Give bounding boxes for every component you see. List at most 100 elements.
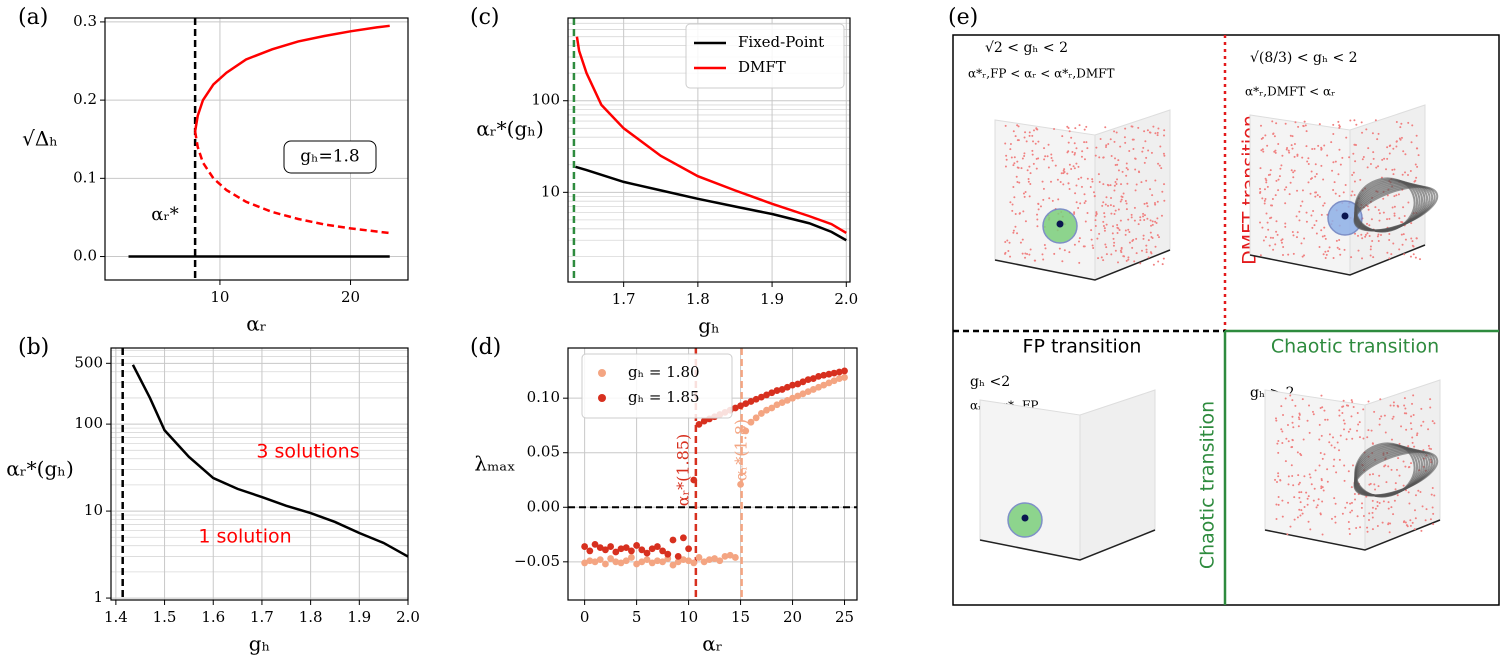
state-dot — [1368, 224, 1371, 227]
state-dot — [1132, 238, 1135, 241]
chart-panel: 10 20 0.0 0.1 0.2 0.3 (a) αᵣ √Δₕ αᵣ* gₕ=1.8 — [18, 5, 409, 336]
state-dot — [1110, 155, 1113, 158]
state-dot — [1347, 470, 1350, 473]
state-dot — [1392, 401, 1395, 404]
state-dot — [1017, 139, 1020, 142]
state-dot — [1420, 407, 1423, 410]
state-dot — [1388, 257, 1391, 260]
state-dot — [1014, 212, 1017, 215]
state-dot — [1389, 404, 1392, 407]
state-dot — [1398, 248, 1401, 251]
state-dot — [1029, 182, 1032, 185]
state-dot — [1006, 239, 1009, 242]
state-dot — [1352, 152, 1355, 155]
state-dot — [1292, 252, 1295, 255]
state-dot — [1328, 246, 1331, 249]
state-dot — [1265, 181, 1268, 184]
state-dot — [1332, 161, 1335, 164]
state-dot — [1404, 465, 1407, 468]
state-dot — [1296, 451, 1299, 454]
state-dot — [1101, 204, 1104, 207]
state-dot — [1078, 124, 1081, 127]
state-dot — [1341, 412, 1344, 415]
state-dot — [1341, 405, 1344, 408]
state-dot — [1120, 251, 1123, 254]
state-dot — [1395, 120, 1398, 123]
scatter-point — [830, 377, 838, 385]
state-dot — [1110, 197, 1113, 200]
state-dot — [1120, 198, 1123, 201]
state-dot — [1386, 146, 1389, 149]
state-dot — [1083, 141, 1086, 144]
state-dot — [1277, 189, 1280, 192]
state-dot — [1305, 130, 1308, 133]
state-dot — [1013, 196, 1016, 199]
state-dot — [1307, 162, 1310, 165]
state-dot — [1377, 208, 1380, 211]
state-dot — [1154, 220, 1157, 223]
scatter-point — [820, 371, 828, 379]
state-dot — [1061, 135, 1064, 138]
state-dot — [1099, 138, 1102, 141]
state-dot — [1143, 130, 1146, 133]
state-dot — [1103, 229, 1106, 232]
state-dot — [1086, 212, 1089, 215]
y-tick-label: 0.0 — [73, 247, 97, 265]
state-dot — [1312, 499, 1315, 502]
scatter-point — [841, 374, 848, 381]
state-dot — [1374, 119, 1377, 122]
state-dot — [1260, 137, 1263, 140]
x-tick-label: 10 — [679, 608, 698, 626]
state-dot — [1390, 438, 1393, 441]
state-dot — [1290, 169, 1293, 172]
state-dot — [1074, 192, 1077, 195]
state-dot — [1146, 205, 1149, 208]
state-dot — [1044, 155, 1047, 158]
state-dot — [1344, 506, 1347, 509]
state-dot — [1416, 147, 1419, 150]
state-dot — [1012, 130, 1015, 133]
state-dot — [1374, 488, 1377, 491]
state-dot — [1013, 162, 1016, 165]
state-dot — [1341, 512, 1344, 515]
state-dot — [1024, 131, 1027, 134]
state-dot — [1419, 490, 1422, 493]
line-series — [575, 165, 847, 242]
state-dot — [1384, 431, 1387, 434]
state-dot — [1387, 465, 1390, 468]
annotation: 1 solution — [198, 526, 291, 548]
state-dot — [1320, 164, 1323, 167]
state-dot — [1305, 145, 1308, 148]
state-dot — [1395, 140, 1398, 143]
state-dot — [1261, 148, 1264, 151]
state-dot — [1067, 182, 1070, 185]
state-dot — [1413, 528, 1416, 531]
state-dot — [1274, 243, 1277, 246]
state-dot — [1342, 191, 1345, 194]
state-dot — [1323, 453, 1326, 456]
state-dot — [1104, 243, 1107, 246]
state-dot — [1094, 214, 1097, 217]
scatter-point — [679, 556, 687, 564]
state-dot — [1395, 145, 1398, 148]
state-dot — [1407, 201, 1410, 204]
state-dot — [1037, 208, 1040, 211]
state-dot — [1355, 123, 1358, 126]
state-dot — [1011, 209, 1014, 212]
state-dot — [1132, 147, 1135, 150]
state-dot — [1089, 186, 1092, 189]
state-dot — [1322, 253, 1325, 256]
state-dot — [1268, 244, 1271, 247]
state-dot — [1387, 523, 1390, 526]
state-dot — [1430, 493, 1433, 496]
scatter-point — [804, 388, 812, 396]
state-dot — [1011, 203, 1014, 206]
state-dot — [1070, 168, 1073, 171]
state-dot — [1145, 244, 1148, 247]
annotation: αᵣ* — [151, 204, 178, 225]
state-dot — [1082, 245, 1085, 248]
scatter-point — [794, 392, 802, 400]
state-dot — [1078, 237, 1081, 240]
state-dot — [1393, 214, 1396, 217]
state-dot — [1415, 237, 1418, 240]
